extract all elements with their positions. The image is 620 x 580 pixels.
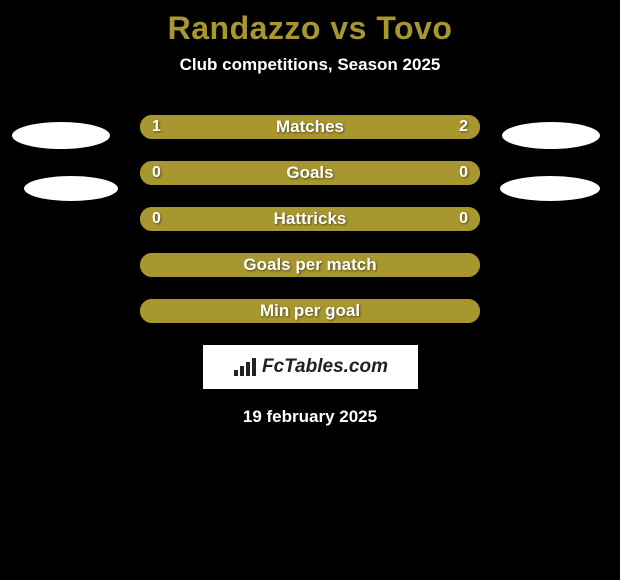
bar-label: Hattricks — [140, 207, 480, 231]
bar-label: Goals per match — [140, 253, 480, 277]
stat-bar: 0 Hattricks 0 — [140, 207, 480, 231]
stat-bar: Min per goal — [140, 299, 480, 323]
deco-ellipse — [502, 122, 600, 149]
bar-chart-icon — [232, 356, 258, 378]
stat-bar: 0 Goals 0 — [140, 161, 480, 185]
deco-ellipse — [500, 176, 600, 201]
bar-label: Min per goal — [140, 299, 480, 323]
title-left: Randazzo — [168, 10, 321, 46]
logo-text: FcTables.com — [262, 356, 388, 378]
date-label: 19 february 2025 — [0, 407, 620, 427]
bar-value-right: 2 — [459, 115, 468, 139]
logo-box: FcTables.com — [203, 345, 418, 389]
logo-inner: FcTables.com — [232, 356, 388, 378]
bar-label: Matches — [140, 115, 480, 139]
subtitle: Club competitions, Season 2025 — [0, 55, 620, 75]
stat-bar: Goals per match — [140, 253, 480, 277]
bar-value-right: 0 — [459, 207, 468, 231]
title-right: Tovo — [376, 10, 452, 46]
title-vs: vs — [321, 10, 376, 46]
deco-ellipse — [24, 176, 118, 201]
deco-ellipse — [12, 122, 110, 149]
bar-value-right: 0 — [459, 161, 468, 185]
comparison-widget: Randazzo vs Tovo Club competitions, Seas… — [0, 0, 620, 580]
page-title: Randazzo vs Tovo — [0, 0, 620, 47]
stat-bar: 1 Matches 2 — [140, 115, 480, 139]
bar-label: Goals — [140, 161, 480, 185]
